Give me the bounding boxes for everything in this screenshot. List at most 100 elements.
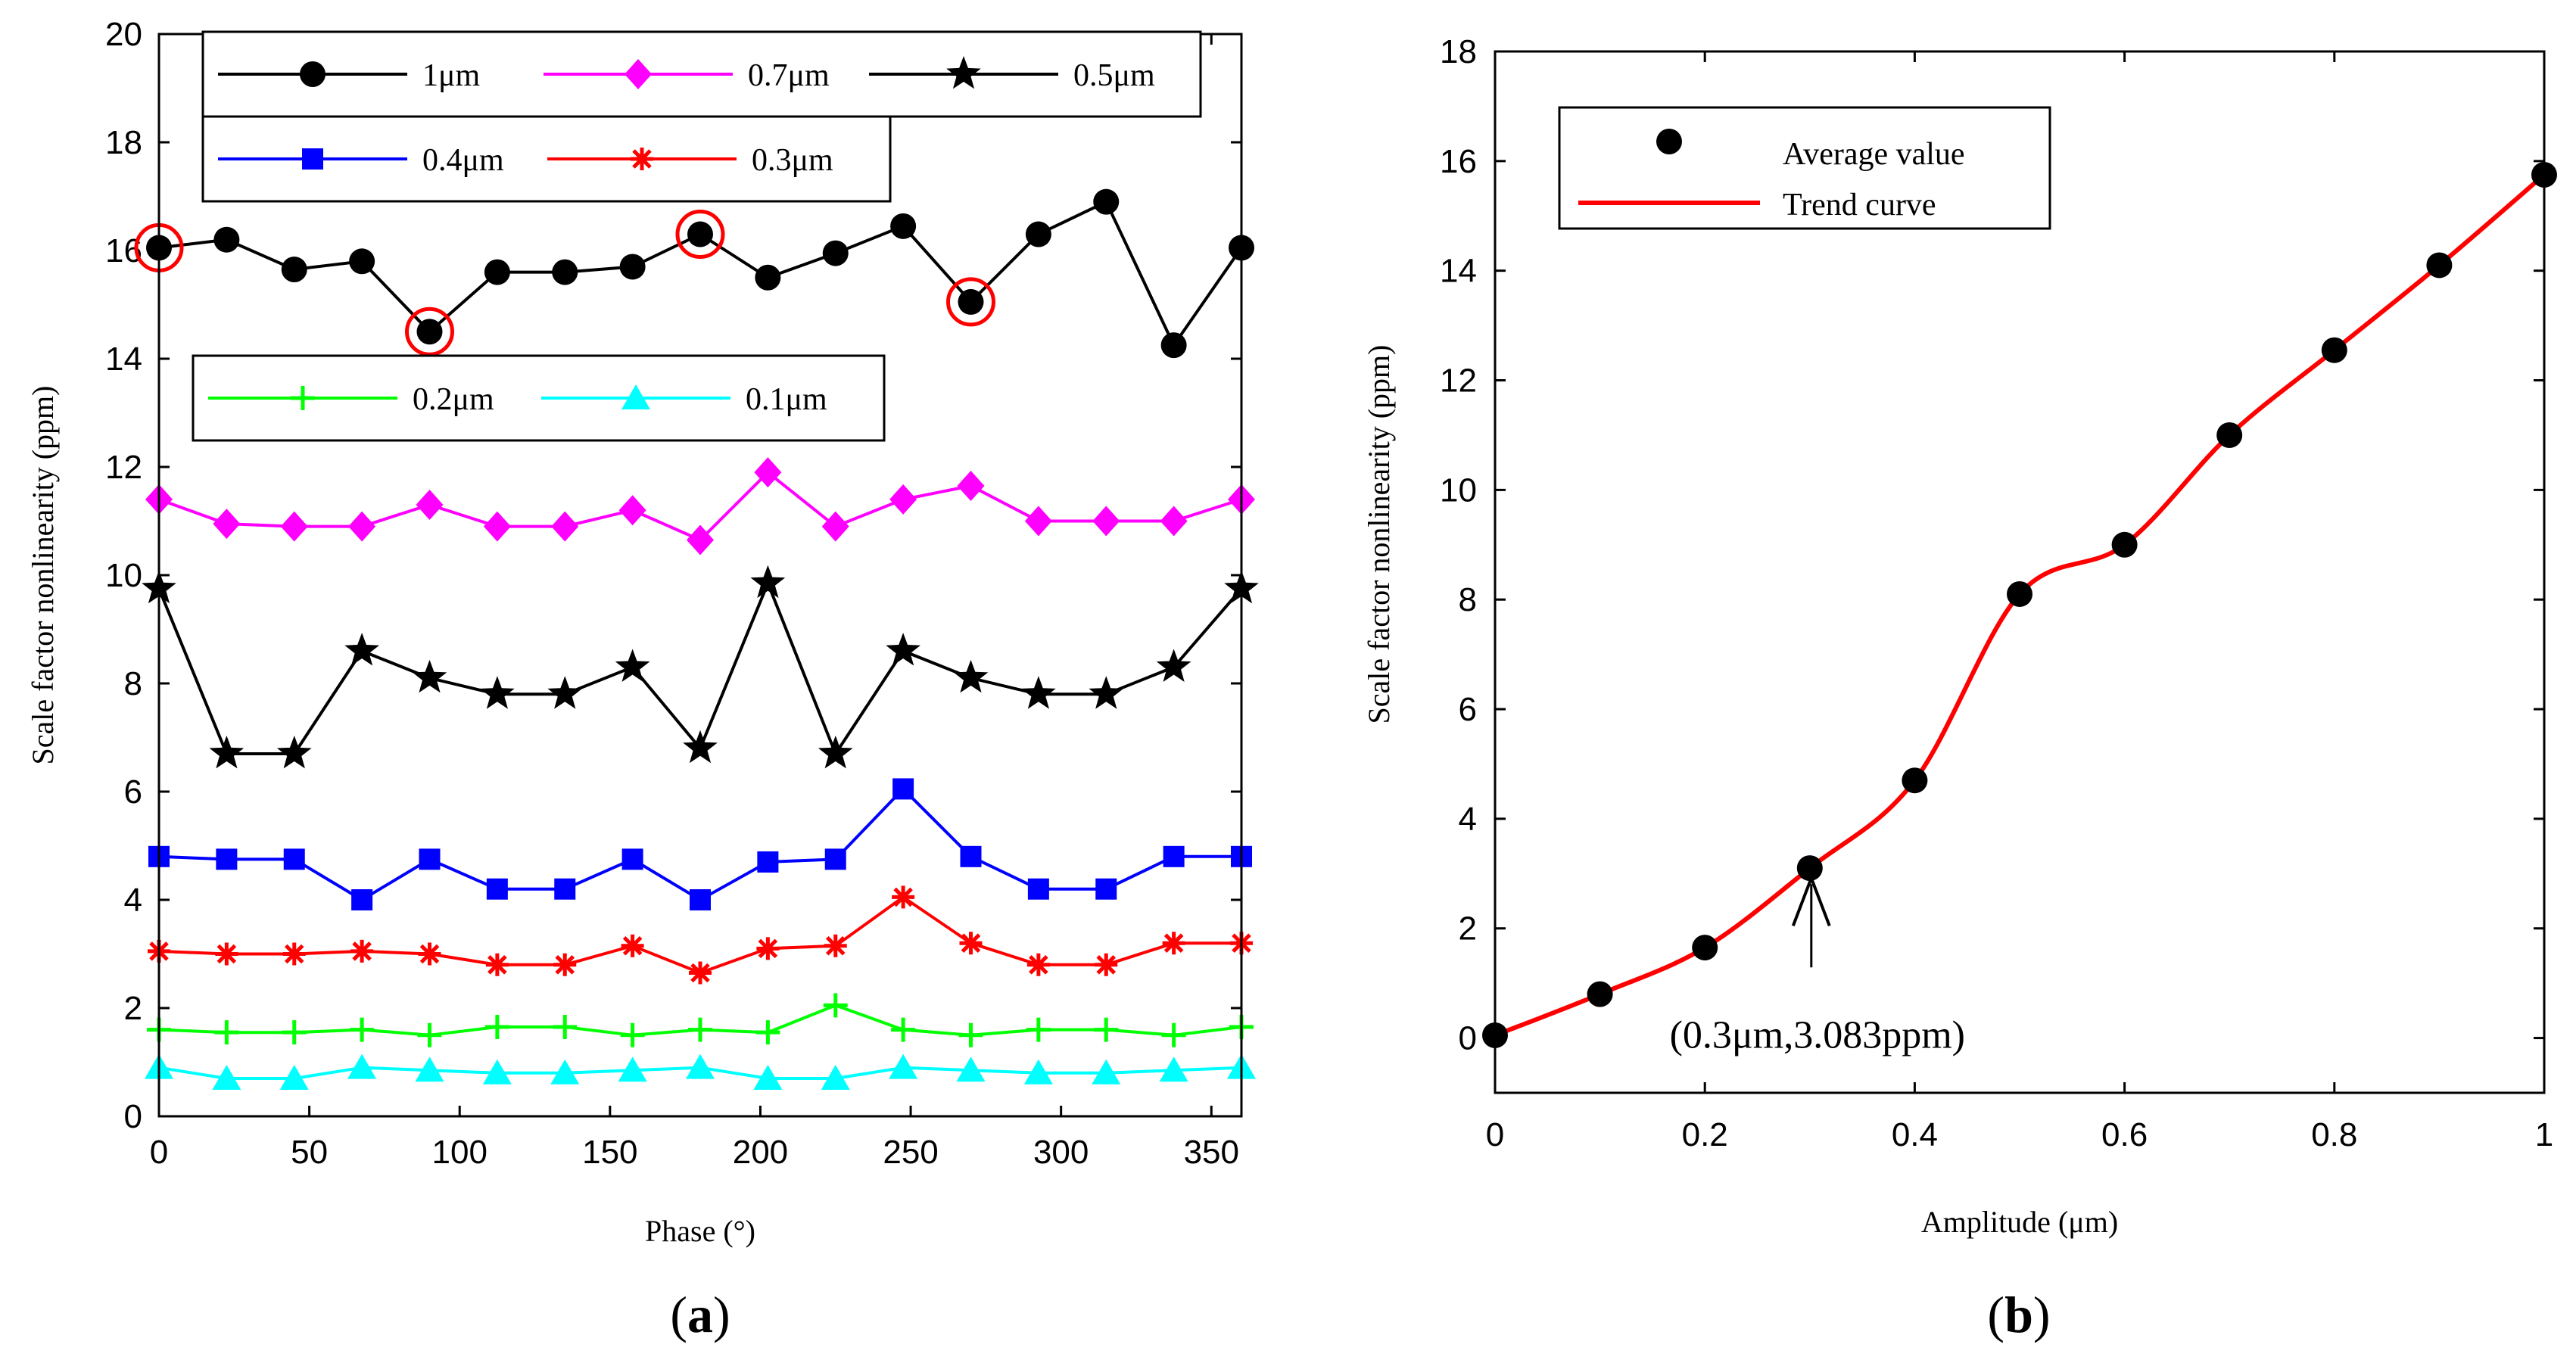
legend-label: 0.4μm (422, 143, 504, 178)
data-point (416, 319, 443, 345)
y-tick-label: 12 (1440, 363, 1477, 400)
data-point (2216, 422, 2243, 448)
data-point (1094, 1017, 1119, 1042)
y-tick-label: 2 (124, 990, 142, 1027)
data-point (618, 495, 646, 526)
axes-frame-b (1494, 50, 2546, 1094)
data-point (480, 676, 515, 709)
highlight-circle (946, 277, 995, 327)
series-0.2μm (147, 993, 1254, 1047)
caption-b: (b) (1987, 1286, 2050, 1343)
data-point (412, 659, 447, 693)
highlight-circle (405, 307, 454, 356)
y-tick-label: 4 (1459, 801, 1477, 838)
data-point (416, 490, 444, 521)
legend-box-2: 0.4μm 0.3μm (201, 115, 892, 203)
legend-box-3: 0.2μm 0.1μm (192, 354, 886, 442)
legend-marker (1656, 129, 1682, 154)
data-point (417, 1022, 442, 1047)
data-point (687, 221, 713, 247)
data-point (956, 1056, 986, 1082)
legend-label: 0.7μm (748, 58, 830, 93)
data-point (551, 511, 579, 542)
data-point (485, 953, 509, 976)
data-point (282, 942, 306, 966)
series-0.4μm (148, 778, 1252, 910)
data-point (618, 1056, 647, 1082)
data-point (821, 511, 849, 542)
x-tick-label: 300 (1033, 1134, 1089, 1171)
data-point (550, 1059, 580, 1084)
data-point (282, 1020, 307, 1045)
data-point (892, 778, 914, 800)
caption-close: ) (713, 1286, 730, 1343)
data-point (486, 878, 508, 900)
data-point (960, 845, 982, 867)
series-1μm (146, 188, 1254, 359)
data-point (216, 848, 238, 870)
data-point (1021, 676, 1056, 709)
legend-label: 0.5μm (1073, 58, 1155, 93)
y-tick-label: 18 (105, 124, 142, 161)
data-point (1027, 878, 1049, 900)
data-point (621, 848, 643, 870)
y-tick-label: 8 (124, 665, 142, 702)
data-point (688, 1017, 712, 1042)
data-point (547, 676, 583, 709)
data-point (554, 878, 576, 900)
data-point (1692, 935, 1718, 961)
legend-box: Average value Trend curve (1558, 106, 2051, 230)
data-point (279, 1064, 309, 1090)
data-point (280, 511, 308, 542)
legend-marker (631, 148, 653, 170)
data-point (1163, 845, 1185, 867)
caption-letter: b (2004, 1286, 2033, 1343)
data-point (753, 1064, 783, 1090)
data-point (347, 1053, 377, 1079)
x-tick-label: 0.4 (1892, 1116, 1938, 1153)
data-point (482, 1059, 512, 1084)
data-point (690, 889, 711, 910)
legend-marker (291, 386, 315, 410)
x-axis-label: Amplitude (μm) (1921, 1205, 2118, 1239)
data-point (1160, 332, 1187, 359)
legend-label: Average value (1783, 137, 1965, 172)
legend-marker (946, 56, 981, 89)
data-point (418, 942, 441, 966)
x-tick-label: 0.8 (2311, 1116, 2357, 1153)
data-point (1161, 1022, 1186, 1047)
data-point (1160, 506, 1188, 537)
caption-open: ( (1987, 1286, 2004, 1343)
x-tick-label: 350 (1184, 1134, 1239, 1171)
data-point (620, 1022, 645, 1047)
data-point (754, 457, 782, 488)
legend-label: 0.2μm (413, 382, 494, 417)
data-point (214, 1020, 239, 1045)
x-tick-label: 0.2 (1682, 1116, 1728, 1153)
x-tick-label: 150 (582, 1134, 637, 1171)
legend-label: 0.3μm (752, 143, 833, 178)
series-0.7μm (145, 457, 1255, 555)
y-tick-label: 10 (105, 557, 142, 594)
data-point (891, 1017, 916, 1042)
data-point (552, 259, 578, 285)
data-point (750, 565, 786, 599)
series-line (158, 786, 1241, 902)
x-tick-label: 1 (2535, 1116, 2553, 1153)
data-point (484, 1015, 509, 1040)
caption-letter: a (687, 1286, 713, 1343)
data-point (686, 1053, 715, 1079)
data-point (1024, 506, 1052, 537)
data-point (615, 649, 650, 682)
data-point (213, 509, 241, 540)
data-point (818, 736, 853, 769)
data-point (823, 993, 848, 1018)
data-point (553, 953, 577, 976)
x-tick-label: 50 (291, 1134, 328, 1171)
data-point (1587, 981, 1613, 1007)
data-point (209, 736, 245, 769)
legend-label: 0.1μm (746, 382, 827, 417)
series-0.1μm (145, 1053, 1256, 1090)
y-axis-label: Scale factor nonlinearity (ppm) (26, 386, 60, 765)
data-point (483, 511, 511, 542)
